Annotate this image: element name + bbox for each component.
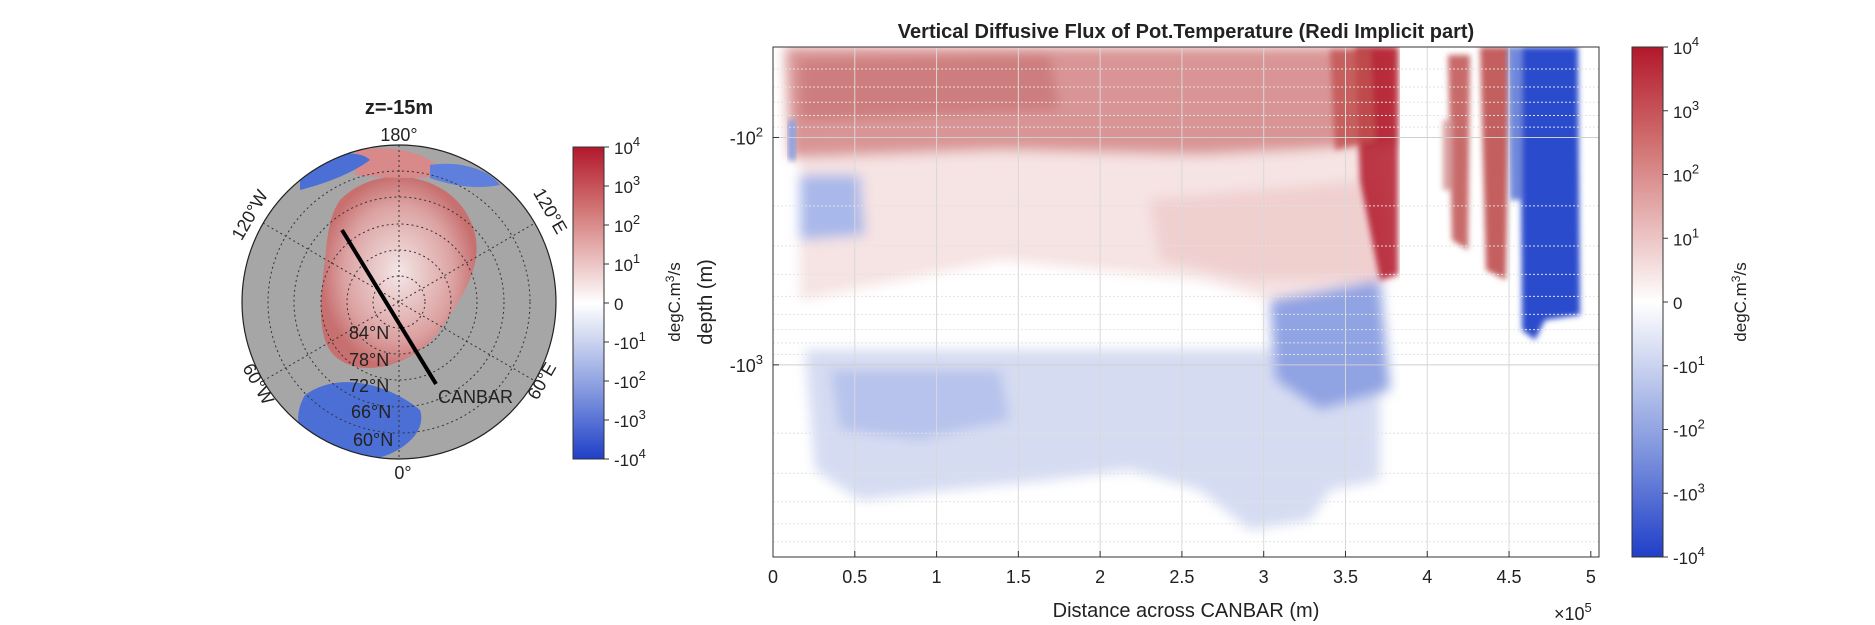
- colorbar-tick-label: -104: [1673, 544, 1705, 568]
- lon-label-0: 0°: [394, 463, 411, 483]
- x-tick-label: 1.5: [1006, 567, 1031, 587]
- lat-label-66n: 66°N: [351, 402, 391, 422]
- colorbar-tick-label: 0: [614, 295, 623, 314]
- region-negative-edge-strip: [788, 120, 796, 160]
- section-plot: Vertical Diffusive Flux of Pot.Temperatu…: [695, 21, 1600, 624]
- section-colorbar-label: degC.m3/s: [1729, 262, 1750, 341]
- region-positive-column-4-2: [1443, 120, 1452, 190]
- colorbar-tick-label: -104: [614, 446, 646, 470]
- colorbar-tick-label: 104: [1673, 34, 1699, 58]
- colorbar-tick-label: 102: [1673, 162, 1699, 186]
- x-tick-label: 1: [932, 567, 942, 587]
- pacific-ocean-field: [355, 148, 445, 179]
- colorbar-tick-label: 103: [1673, 98, 1699, 122]
- colorbar-tick-label: -101: [614, 329, 646, 353]
- lon-label-180: 180°: [380, 125, 417, 145]
- colorbar-tick-label: -103: [1673, 480, 1705, 504]
- section-colorbar: 104 103 102 101 0 -101 -102 -103 -104 degC.m3/s: [1631, 34, 1750, 568]
- canbar-section-line: [340, 228, 438, 386]
- map-frame: [241, 144, 557, 460]
- region-negative-shallow: [800, 175, 865, 240]
- colorbar-tick-label: 101: [1673, 225, 1699, 249]
- map-title: z=-15m: [365, 97, 433, 119]
- graticule: [262, 145, 536, 459]
- no-data-gap: [1400, 47, 1440, 557]
- plot-frame: [772, 46, 1600, 558]
- colorbar-tick-label: -102: [1673, 417, 1705, 441]
- region-positive-column-4-4: [1480, 47, 1510, 280]
- arctic-ocean-field: [320, 176, 477, 369]
- colorbar-tick-label: 102: [614, 212, 640, 236]
- x-tick-label: 0: [768, 567, 778, 587]
- x-tick-label: 0.5: [842, 567, 867, 587]
- section-colorbar-bar: [1631, 46, 1664, 558]
- lat-label-60n: 60°N: [353, 430, 393, 450]
- region-negative-column-edge: [1508, 47, 1522, 200]
- region-positive-column-4-3: [1448, 55, 1470, 250]
- x-tick-label: 2.5: [1169, 567, 1194, 587]
- x-multiplier: ×105: [1554, 600, 1592, 624]
- x-tick-label: 2: [1095, 567, 1105, 587]
- x-tick-label: 4.5: [1497, 567, 1522, 587]
- region-negative-column-east: [1520, 47, 1580, 340]
- y-tick-label: -102: [730, 124, 763, 148]
- x-tick-label: 3.5: [1333, 567, 1358, 587]
- lat-label-72n: 72°N: [349, 376, 389, 396]
- colorbar-tick-label: 103: [614, 173, 640, 197]
- x-tick-label: 3: [1259, 567, 1269, 587]
- x-tick-label: 4: [1422, 567, 1432, 587]
- map-colorbar: 104 103 102 101 0 -101 -102 -103 -104 degC.m3/s: [572, 134, 684, 470]
- lat-label-78n: 78°N: [349, 350, 389, 370]
- colorbar-tick-label: -102: [614, 368, 646, 392]
- chart-title: Vertical Diffusive Flux of Pot.Temperatu…: [898, 21, 1474, 43]
- region-positive-column-upper: [1330, 50, 1375, 150]
- north-pacific-negative-field: [430, 163, 500, 188]
- region-positive-mid2: [1150, 180, 1390, 280]
- colorbar-tick-label: -103: [614, 407, 646, 431]
- section-colorbar-ticks: 104 103 102 101 0 -101 -102 -103 -104: [1663, 34, 1705, 568]
- map-colorbar-ticks: 104 103 102 101 0 -101 -102 -103 -104: [604, 134, 646, 470]
- lat-label-84n: 84°N: [349, 323, 389, 343]
- y-tick-label: -103: [730, 352, 763, 376]
- x-axis-label: Distance across CANBAR (m): [1053, 600, 1320, 622]
- colorbar-tick-label: 0: [1673, 294, 1682, 313]
- map-colorbar-label: degC.m3/s: [663, 262, 684, 341]
- canbar-label: CANBAR: [438, 387, 513, 407]
- region-negative-mid: [1270, 280, 1390, 410]
- colorbar-tick-label: 101: [614, 251, 640, 275]
- colorbar-tick-label: 104: [614, 134, 640, 158]
- x-tick-label: 5: [1586, 567, 1596, 587]
- colorbar-tick-label: -101: [1673, 353, 1705, 377]
- map-colorbar-bar: [572, 146, 605, 460]
- y-axis-ticks: -102 -103: [730, 124, 779, 376]
- region-negative-deep-core: [830, 370, 1010, 440]
- y-axis-label: depth (m): [695, 259, 717, 345]
- polar-map: z=-15m 180° 120°E 60°E: [228, 97, 572, 483]
- x-axis-ticks: 0 0.5 1 1.5 2 2.5 3 3.5 4 4.5 5: [768, 551, 1596, 587]
